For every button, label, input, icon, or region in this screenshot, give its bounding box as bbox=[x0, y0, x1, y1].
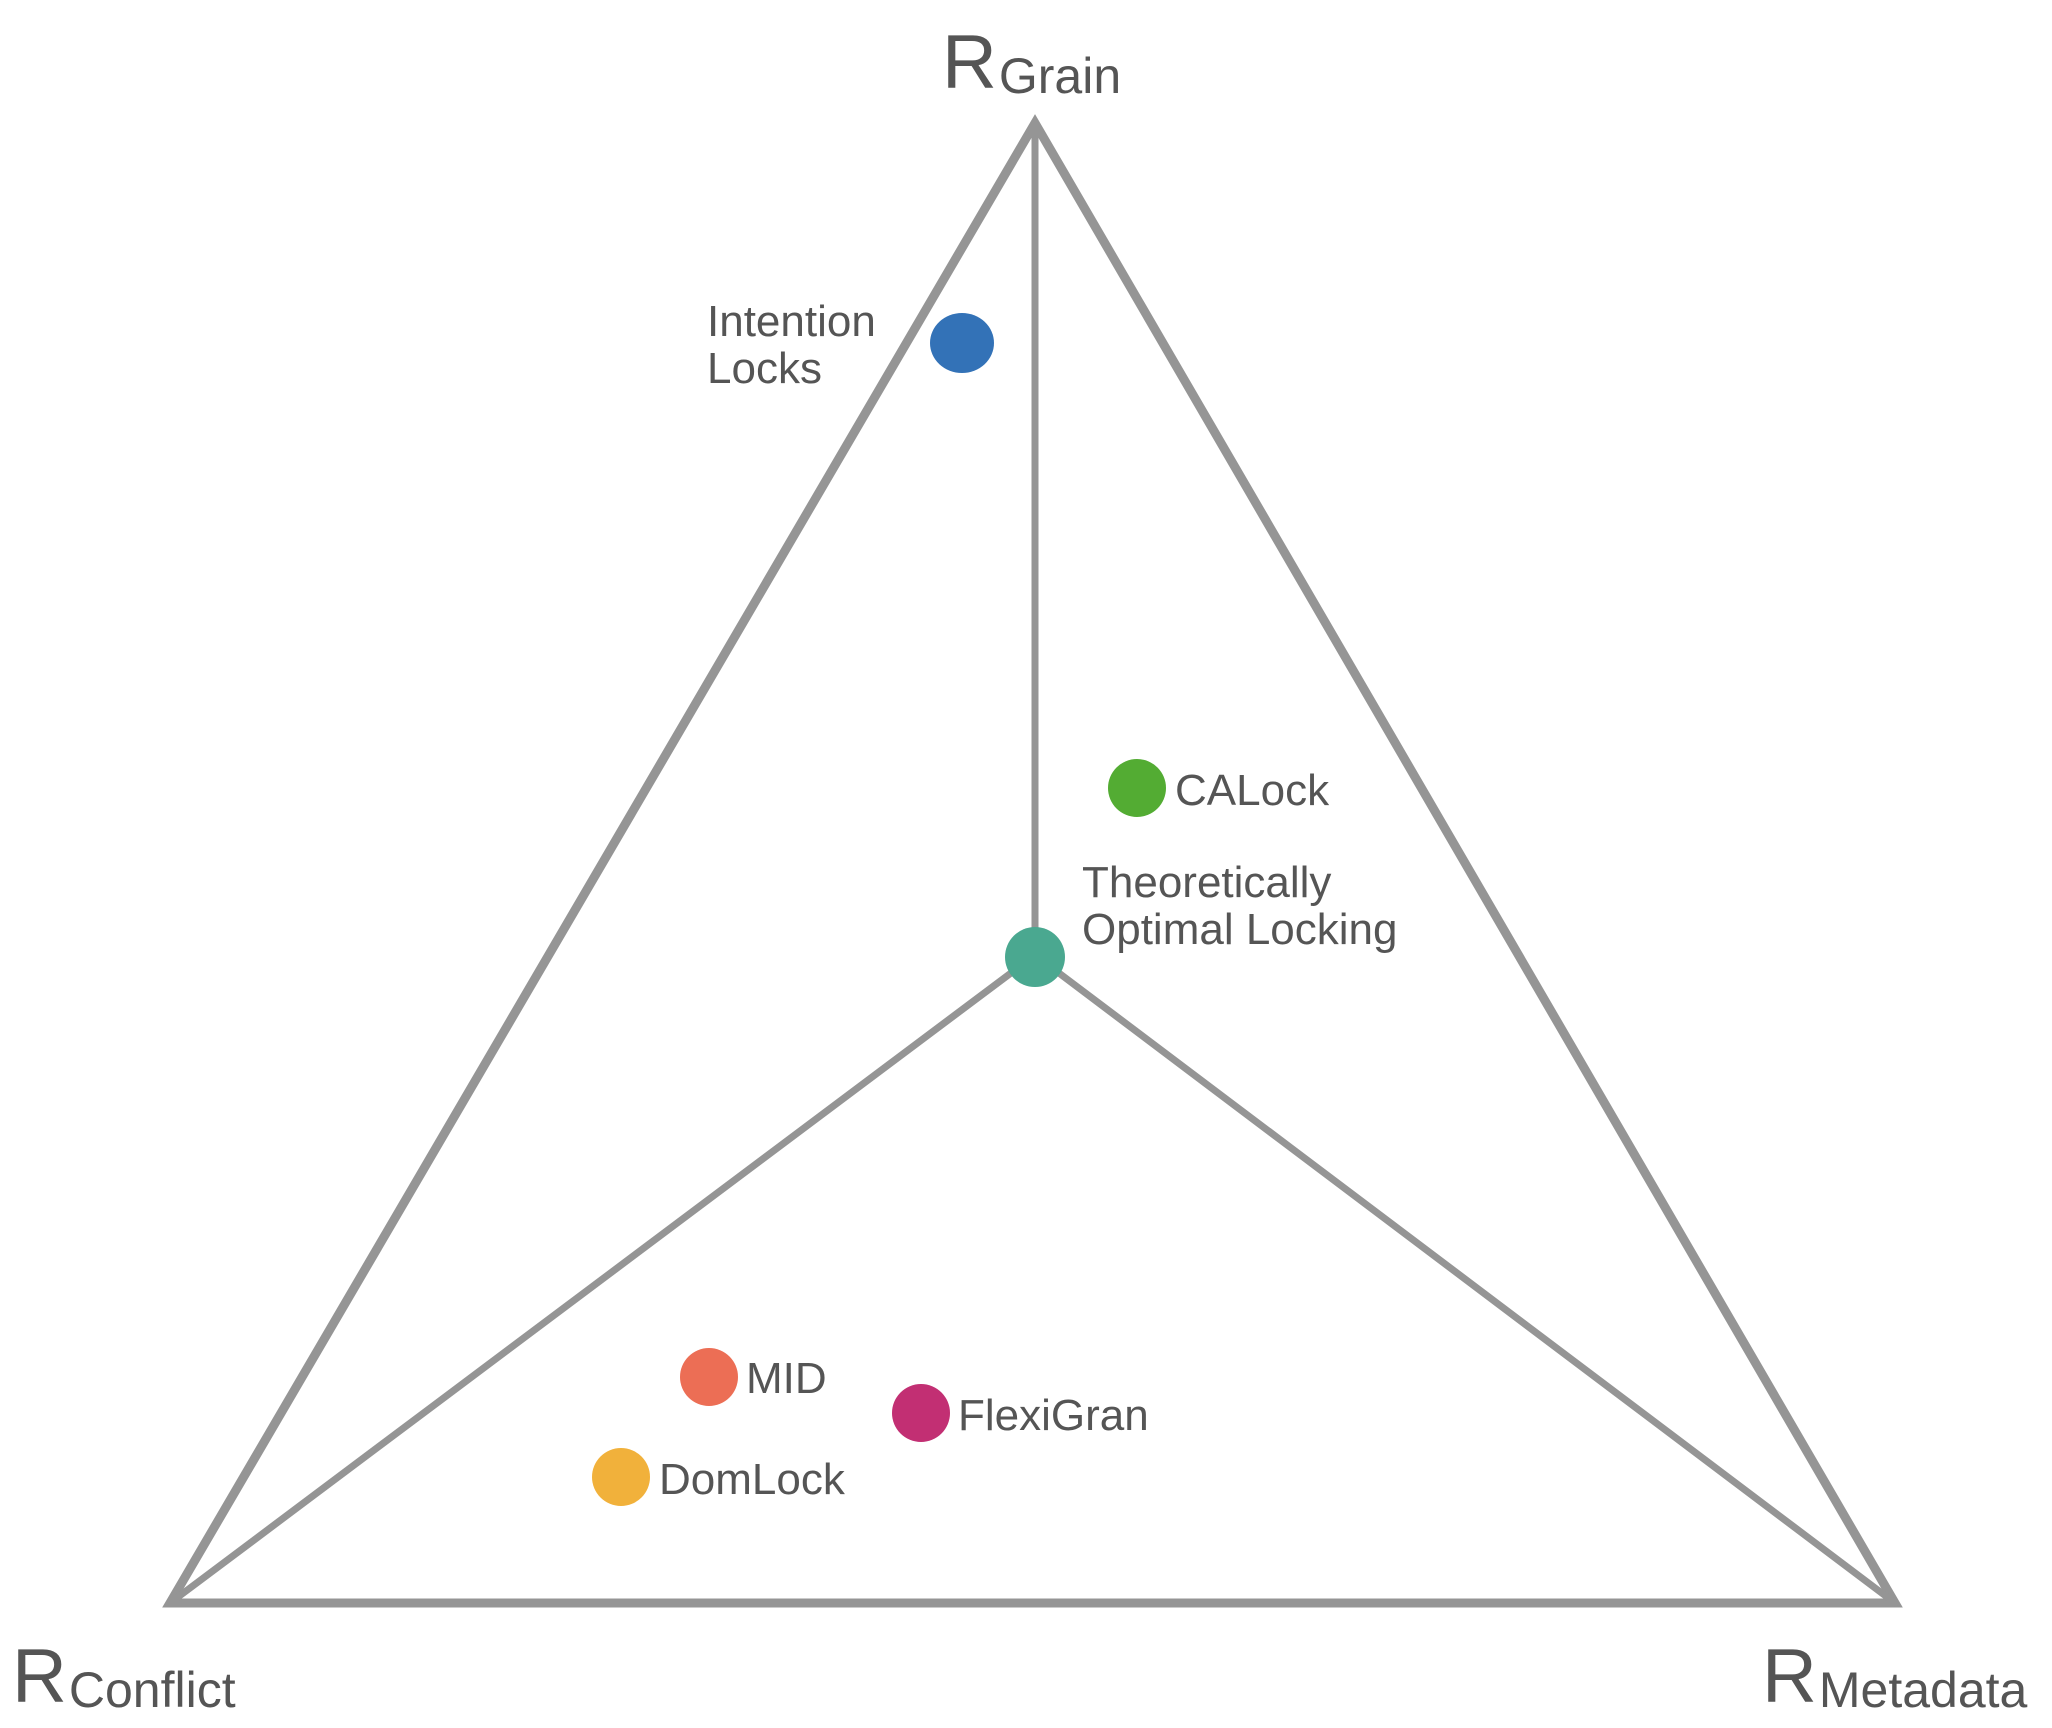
point-marker-intention-locks bbox=[930, 313, 994, 373]
point-label-line: MID bbox=[746, 1354, 827, 1403]
point-label-line: Locks bbox=[707, 344, 822, 393]
points-layer: Intention Locks CALock Theoretically Optimal… bbox=[592, 297, 1397, 1506]
vertex-right-sub: Metadata bbox=[1819, 1662, 2028, 1718]
triangle-frame bbox=[162, 114, 1903, 1608]
point-marker-mid bbox=[680, 1348, 738, 1406]
point-calock: CALock bbox=[1108, 759, 1330, 817]
point-mid: MID bbox=[680, 1348, 827, 1406]
vertex-top-sub: Grain bbox=[999, 48, 1121, 104]
vertex-left-sub: Conflict bbox=[69, 1662, 236, 1718]
point-label-line: Optimal Locking bbox=[1082, 905, 1397, 954]
point-label-calock: CALock bbox=[1175, 766, 1330, 815]
point-label-line: CALock bbox=[1175, 766, 1330, 815]
point-label-line: Intention bbox=[707, 297, 876, 346]
point-label-intention-locks: Intention Locks bbox=[707, 297, 876, 393]
point-domlock: DomLock bbox=[592, 1448, 846, 1506]
point-marker-calock bbox=[1108, 759, 1166, 817]
point-label-mid: MID bbox=[746, 1354, 827, 1403]
point-marker-domlock bbox=[592, 1448, 650, 1506]
vertex-left-main: R bbox=[12, 1634, 67, 1719]
vertex-label-left: RConflict bbox=[12, 1634, 236, 1719]
point-label-flexigran: FlexiGran bbox=[958, 1391, 1149, 1440]
spoke-to-right bbox=[1031, 951, 1899, 1607]
point-marker-flexigran bbox=[892, 1384, 950, 1442]
point-label-line: DomLock bbox=[659, 1455, 846, 1504]
point-label-line: FlexiGran bbox=[958, 1391, 1149, 1440]
spoke-to-left bbox=[166, 951, 1039, 1607]
vertex-labels: RGrain RConflict RMetadata bbox=[12, 20, 2028, 1719]
vertex-top-main: R bbox=[942, 20, 997, 105]
vertex-right-main: R bbox=[1762, 1634, 1817, 1719]
triangle-outline bbox=[162, 114, 1903, 1608]
vertex-label-right: RMetadata bbox=[1762, 1634, 2028, 1719]
point-flexigran: FlexiGran bbox=[892, 1384, 1149, 1442]
point-label-theoretically-optimal: Theoretically Optimal Locking bbox=[1082, 858, 1397, 954]
point-theoretically-optimal: Theoretically Optimal Locking bbox=[1005, 858, 1397, 987]
point-marker-theoretically-optimal bbox=[1005, 927, 1065, 987]
vertex-label-top: RGrain bbox=[942, 20, 1121, 105]
point-intention-locks: Intention Locks bbox=[707, 297, 994, 393]
point-label-domlock: DomLock bbox=[659, 1455, 846, 1504]
point-label-line: Theoretically bbox=[1082, 858, 1331, 907]
